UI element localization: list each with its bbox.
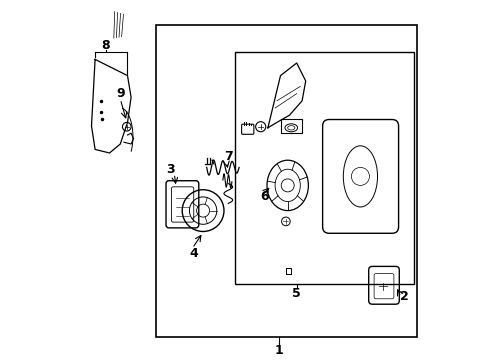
Text: 2: 2	[400, 291, 408, 303]
Bar	[235, 52, 413, 284]
Text: 3: 3	[166, 163, 175, 176]
Text: 7: 7	[224, 150, 232, 163]
Text: 1: 1	[274, 345, 283, 357]
Text: 9: 9	[116, 87, 124, 100]
Text: 6: 6	[260, 190, 268, 203]
Bar	[156, 25, 416, 337]
Text: 8: 8	[102, 39, 110, 51]
Text: 4: 4	[189, 247, 198, 260]
Text: 5: 5	[292, 287, 301, 300]
